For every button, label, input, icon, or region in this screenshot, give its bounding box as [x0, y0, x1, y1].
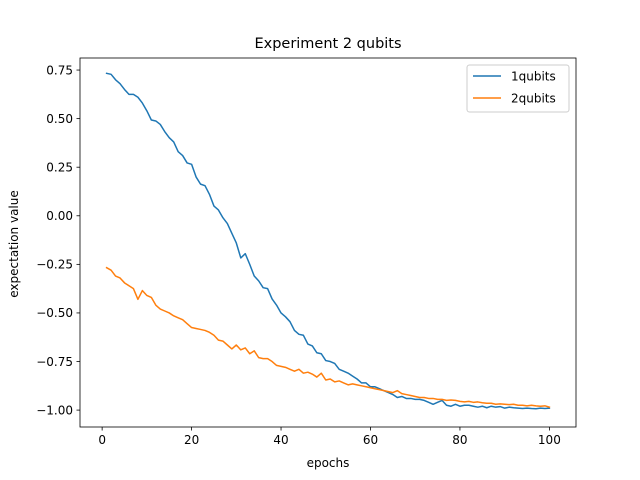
y-tick-label: 0.75 [46, 63, 73, 77]
y-tick-label: −0.50 [36, 306, 73, 320]
series-line-2qubits [105, 266, 551, 409]
x-tick-label: 60 [363, 433, 378, 447]
y-tick-label: −1.00 [36, 403, 73, 417]
plot-frame [79, 57, 577, 428]
plot-area: 0 20 40 60 80 100 0.75 0.50 0.25 0.00 −0.25 −0.50 −0… [36, 57, 577, 447]
y-tick-label: 0.25 [46, 161, 73, 175]
y-tick-label: 0.00 [46, 209, 73, 223]
x-tick-label: 40 [273, 433, 288, 447]
x-tick-label: 0 [98, 433, 106, 447]
y-axis-label: expectation value [7, 190, 21, 298]
legend-label-1qubits: 1qubits [511, 69, 556, 83]
chart-title: Experiment 2 qubits [254, 36, 401, 52]
legend-label-2qubits: 2qubits [511, 91, 556, 105]
series-line-1qubits [105, 72, 551, 410]
x-tick-label: 20 [184, 433, 199, 447]
y-tick-label: −0.75 [36, 355, 73, 369]
x-axis-label: epochs [307, 456, 350, 470]
y-tick-label: 0.50 [46, 112, 73, 126]
x-tick-label: 80 [452, 433, 467, 447]
x-tick-label: 100 [538, 433, 561, 447]
y-tick-label: −0.25 [36, 258, 73, 272]
